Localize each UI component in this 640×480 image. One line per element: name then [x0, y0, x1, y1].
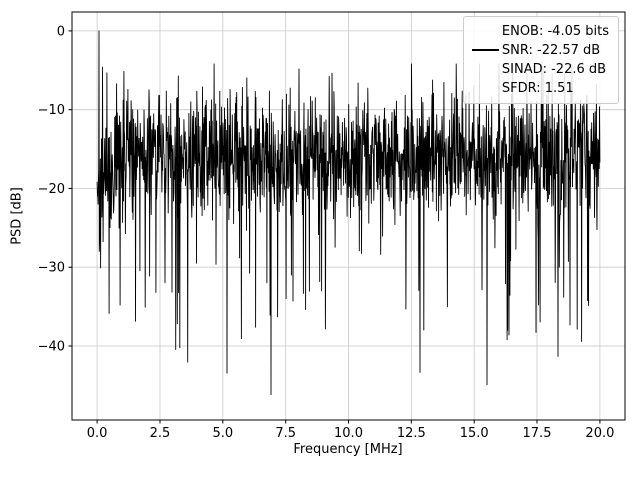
svg-text:−30: −30 [38, 261, 65, 276]
svg-text:7.5: 7.5 [275, 426, 296, 441]
svg-text:15.0: 15.0 [460, 426, 489, 441]
legend-entry-snr: SNR: -22.57 dB [501, 43, 601, 58]
legend-entry-sfdr: SFDR: 1.51 [501, 81, 574, 96]
x-axis-label: Frequency [MHz] [293, 442, 403, 457]
y-axis-label: PSD [dB] [9, 187, 25, 245]
svg-text:5.0: 5.0 [212, 426, 233, 441]
svg-text:20.0: 20.0 [585, 426, 614, 441]
legend-entry-enob: ENOB: -4.05 bits [501, 24, 609, 39]
legend-handle-column [471, 22, 502, 98]
legend-entry-sinad: SINAD: -22.6 dB [501, 62, 607, 77]
svg-text:12.5: 12.5 [397, 426, 426, 441]
svg-text:−10: −10 [38, 103, 65, 118]
svg-text:2.5: 2.5 [150, 426, 171, 441]
legend-line-sample [471, 49, 499, 51]
svg-text:−40: −40 [38, 340, 65, 355]
svg-text:0: 0 [57, 24, 65, 39]
svg-text:−20: −20 [38, 182, 65, 197]
svg-text:17.5: 17.5 [523, 426, 552, 441]
svg-text:0.0: 0.0 [87, 426, 108, 441]
svg-text:10.0: 10.0 [334, 426, 363, 441]
legend-text-column: ENOB: -4.05 bits SNR: -22.57 dB SINAD: -… [502, 22, 609, 98]
legend: ENOB: -4.05 bits SNR: -22.57 dB SINAD: -… [462, 16, 619, 104]
